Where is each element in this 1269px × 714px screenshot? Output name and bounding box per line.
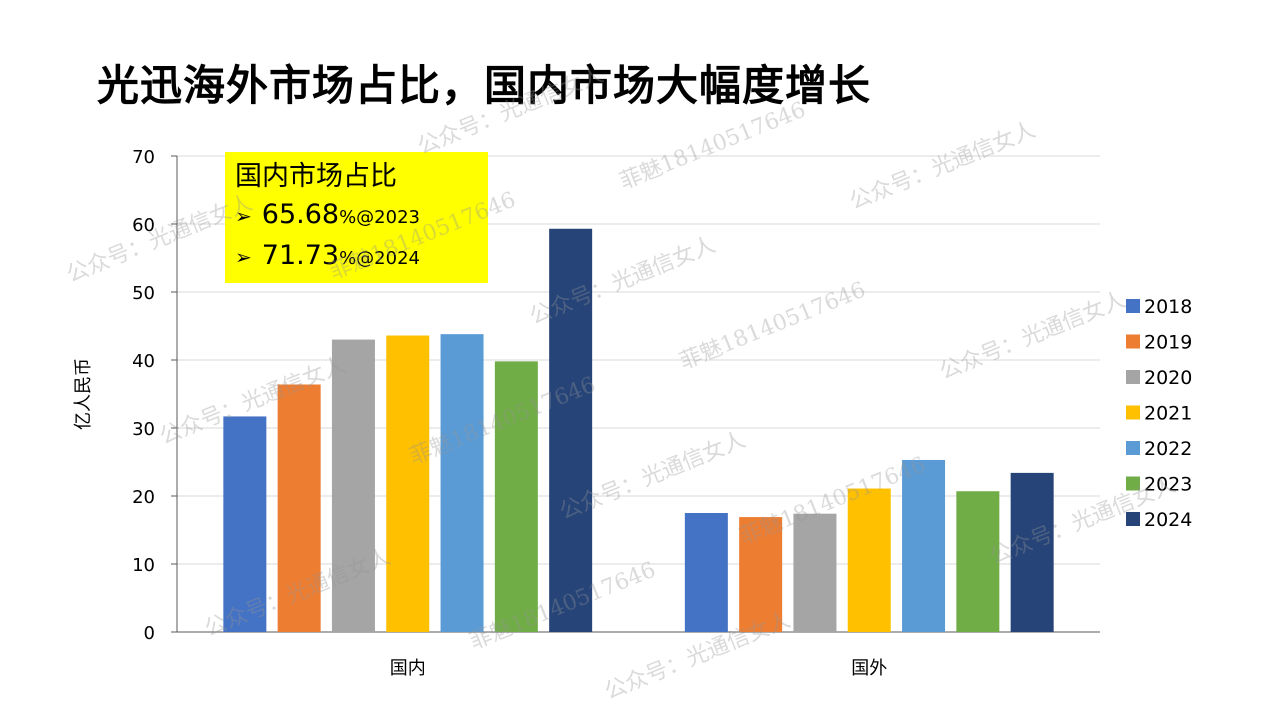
legend-swatch [1126, 405, 1140, 420]
bar-2020-domestic [331, 339, 375, 632]
legend-label: 2023 [1144, 474, 1192, 496]
legend-swatch [1126, 512, 1140, 526]
y-axis-labels: 0 10 20 30 40 50 60 70 [132, 147, 155, 644]
bar-2018-overseas [684, 513, 728, 632]
callout-value: 65.68 [261, 199, 340, 230]
bars [223, 228, 1054, 632]
bar-2022-overseas [902, 459, 946, 632]
y-tick-label: 60 [132, 215, 155, 236]
bar-2018-domestic [223, 416, 267, 632]
legend-swatch [1126, 370, 1140, 384]
callout-suffix: %@2024 [339, 248, 420, 269]
bar-2024-domestic [549, 228, 593, 632]
bar-2019-domestic [277, 384, 321, 632]
legend-swatch [1126, 299, 1140, 313]
bar-2024-overseas [1010, 472, 1054, 632]
callout-suffix: %@2023 [339, 207, 420, 228]
legend-label: 2018 [1144, 296, 1192, 318]
bar-2020-overseas [793, 513, 837, 632]
y-tick-label: 40 [132, 351, 155, 372]
arrow-bullet-icon: ➢ [235, 245, 252, 269]
bar-2021-domestic [386, 335, 430, 632]
domestic-share-callout: 国内市场占比 ➢ 65.68%@2023 ➢ 71.73%@2024 [225, 152, 488, 283]
callout-item-2024: ➢ 71.73%@2024 [235, 237, 488, 278]
legend-label: 2019 [1144, 332, 1192, 354]
bar-2023-overseas [956, 491, 1000, 632]
bar-2021-overseas [847, 488, 891, 632]
bar-2019-overseas [739, 517, 783, 632]
y-axis-title: 亿人民币 [73, 358, 94, 430]
y-tick-label: 50 [132, 283, 155, 304]
legend-swatch [1126, 476, 1140, 491]
y-tick-label: 70 [132, 147, 155, 168]
page-title: 光迅海外市场占比，国内市场大幅度增长 [97, 61, 872, 110]
x-category-label: 国外 [851, 658, 887, 679]
callout-item-2023: ➢ 65.68%@2023 [235, 196, 488, 237]
callout-value: 71.73 [261, 240, 340, 271]
legend-label: 2024 [1144, 509, 1192, 531]
x-category-label: 国内 [390, 658, 426, 679]
legend-label: 2022 [1144, 438, 1192, 460]
legend-swatch [1126, 334, 1140, 349]
bar-2022-domestic [440, 334, 484, 632]
y-tick-label: 10 [132, 555, 155, 576]
axes [171, 155, 1100, 633]
y-tick-label: 20 [132, 487, 155, 508]
legend-label: 2020 [1144, 367, 1192, 389]
gridlines [177, 155, 1100, 565]
legend: 2018 2019 2020 2021 2022 2023 2024 [1126, 296, 1192, 531]
callout-title: 国内市场占比 [235, 161, 397, 192]
y-tick-label: 0 [144, 623, 155, 644]
legend-swatch [1126, 441, 1140, 455]
arrow-bullet-icon: ➢ [235, 204, 252, 228]
legend-label: 2021 [1144, 403, 1192, 425]
bar-2023-domestic [494, 361, 538, 632]
x-axis-labels: 国内 国外 [390, 658, 888, 679]
y-tick-label: 30 [132, 419, 155, 440]
